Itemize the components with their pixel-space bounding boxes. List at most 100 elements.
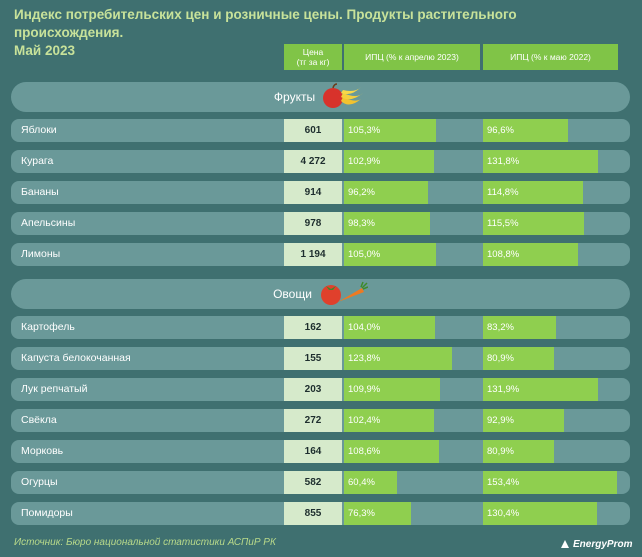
value-label-cpi-april: 102,9% (348, 156, 381, 167)
bar-cpi-may (483, 150, 598, 173)
bar-cpi-may (483, 243, 578, 266)
bar-cpi-april (344, 347, 452, 370)
table-row: Свёкла 272 102,4% 92,9% (11, 409, 630, 432)
value-label-cpi-may: 131,8% (487, 156, 520, 167)
value-label-cpi-april: 105,3% (348, 125, 381, 136)
bar-cpi-april (344, 243, 436, 266)
price-header-line1: Цена (302, 47, 324, 57)
table-row: Яблоки 601 105,3% 96,6% (11, 119, 630, 142)
source-note: Источник: Бюро национальной статистики А… (14, 537, 276, 548)
price-cell: 855 (284, 502, 342, 525)
brand-name: EnergyProm (573, 538, 633, 550)
value-label-cpi-april: 108,6% (348, 446, 381, 457)
table-row: Бананы 914 96,2% 114,8% (11, 181, 630, 204)
table-row: Лук репчатый 203 109,9% 131,9% (11, 378, 630, 401)
table-row: Апельсины 978 98,3% 115,5% (11, 212, 630, 235)
bar-cpi-may (483, 502, 597, 525)
price-cell: 582 (284, 471, 342, 494)
cpi-may-header: ИПЦ (% к маю 2022) (483, 44, 618, 70)
category-label: Огурцы (21, 476, 58, 488)
category-label: Картофель (21, 321, 75, 333)
bar-cpi-april (344, 378, 440, 401)
price-cell: 272 (284, 409, 342, 432)
bar-cpi-april (344, 181, 428, 204)
value-label-cpi-april: 104,0% (348, 322, 381, 333)
value-label-cpi-may: 130,4% (487, 508, 520, 519)
bar-cpi-april (344, 471, 397, 494)
value-label-cpi-may: 80,9% (487, 353, 514, 364)
value-label-cpi-april: 76,3% (348, 508, 375, 519)
table-row: Капуста белокочанная 155 123,8% 80,9% (11, 347, 630, 370)
vegetables-icon (318, 280, 368, 308)
category-label: Лук репчатый (21, 383, 88, 395)
brand-logo: EnergyProm (560, 537, 640, 551)
bar-cpi-may (483, 440, 554, 463)
price-cell: 914 (284, 181, 342, 204)
table-row: Огурцы 582 60,4% 153,4% (11, 471, 630, 494)
value-label-cpi-april: 123,8% (348, 353, 381, 364)
table-row: Лимоны 1 194 105,0% 108,8% (11, 243, 630, 266)
table-row: Морковь 164 108,6% 80,9% (11, 440, 630, 463)
price-cell: 1 194 (284, 243, 342, 266)
value-label-cpi-may: 153,4% (487, 477, 520, 488)
category-label: Свёкла (21, 414, 57, 426)
price-cell: 978 (284, 212, 342, 235)
category-label: Апельсины (21, 217, 76, 229)
value-label-cpi-april: 96,2% (348, 187, 375, 198)
bar-cpi-april (344, 212, 430, 235)
section-fruits-label: Фрукты (273, 90, 316, 104)
value-label-cpi-april: 109,9% (348, 384, 381, 395)
bar-cpi-april (344, 502, 411, 525)
value-label-cpi-april: 98,3% (348, 218, 375, 229)
bar-cpi-april (344, 316, 435, 339)
table-row: Помидоры 855 76,3% 130,4% (11, 502, 630, 525)
cpi-april-header: ИПЦ (% к апрелю 2023) (344, 44, 480, 70)
price-cell: 203 (284, 378, 342, 401)
value-label-cpi-may: 108,8% (487, 249, 520, 260)
price-cell: 164 (284, 440, 342, 463)
bar-cpi-may (483, 378, 598, 401)
value-label-cpi-may: 92,9% (487, 415, 514, 426)
price-cell: 162 (284, 316, 342, 339)
bar-cpi-may (483, 316, 556, 339)
category-label: Лимоны (21, 248, 61, 260)
price-cell: 155 (284, 347, 342, 370)
bar-cpi-may (483, 409, 564, 432)
value-label-cpi-may: 80,9% (487, 446, 514, 457)
bar-cpi-may (483, 119, 568, 142)
value-label-cpi-may: 114,8% (487, 187, 519, 198)
brand-mark-icon (561, 540, 569, 548)
value-label-cpi-april: 60,4% (348, 477, 375, 488)
bar-cpi-may (483, 471, 617, 494)
table-row: Курага 4 272 102,9% 131,8% (11, 150, 630, 173)
chart-title: Индекс потребительских цен и розничные ц… (14, 7, 517, 58)
bar-cpi-april (344, 440, 439, 463)
price-header-line2: (тг за кг) (296, 57, 330, 67)
value-label-cpi-april: 102,4% (348, 415, 381, 426)
price-cell: 601 (284, 119, 342, 142)
section-vegetables: Овощи (11, 279, 630, 309)
bar-cpi-may (483, 181, 583, 204)
category-label: Помидоры (21, 507, 73, 519)
table-row: Картофель 162 104,0% 83,2% (11, 316, 630, 339)
value-label-cpi-may: 115,5% (487, 218, 519, 229)
bar-cpi-may (483, 347, 554, 370)
category-label: Морковь (21, 445, 64, 457)
price-cell: 4 272 (284, 150, 342, 173)
value-label-cpi-april: 105,0% (348, 249, 381, 260)
bar-cpi-may (483, 212, 584, 235)
category-label: Курага (21, 155, 54, 167)
price-header: Цена (тг за кг) (284, 44, 342, 70)
value-label-cpi-may: 96,6% (487, 125, 514, 136)
category-label: Яблоки (21, 124, 57, 136)
section-fruits: Фрукты (11, 82, 630, 112)
bar-cpi-april (344, 409, 434, 432)
bar-cpi-april (344, 119, 436, 142)
value-label-cpi-may: 131,9% (487, 384, 520, 395)
bar-cpi-april (344, 150, 434, 173)
category-label: Бананы (21, 186, 59, 198)
section-vegetables-label: Овощи (273, 287, 312, 301)
value-label-cpi-may: 83,2% (487, 322, 514, 333)
category-label: Капуста белокочанная (21, 352, 131, 364)
fruits-icon (321, 83, 367, 111)
